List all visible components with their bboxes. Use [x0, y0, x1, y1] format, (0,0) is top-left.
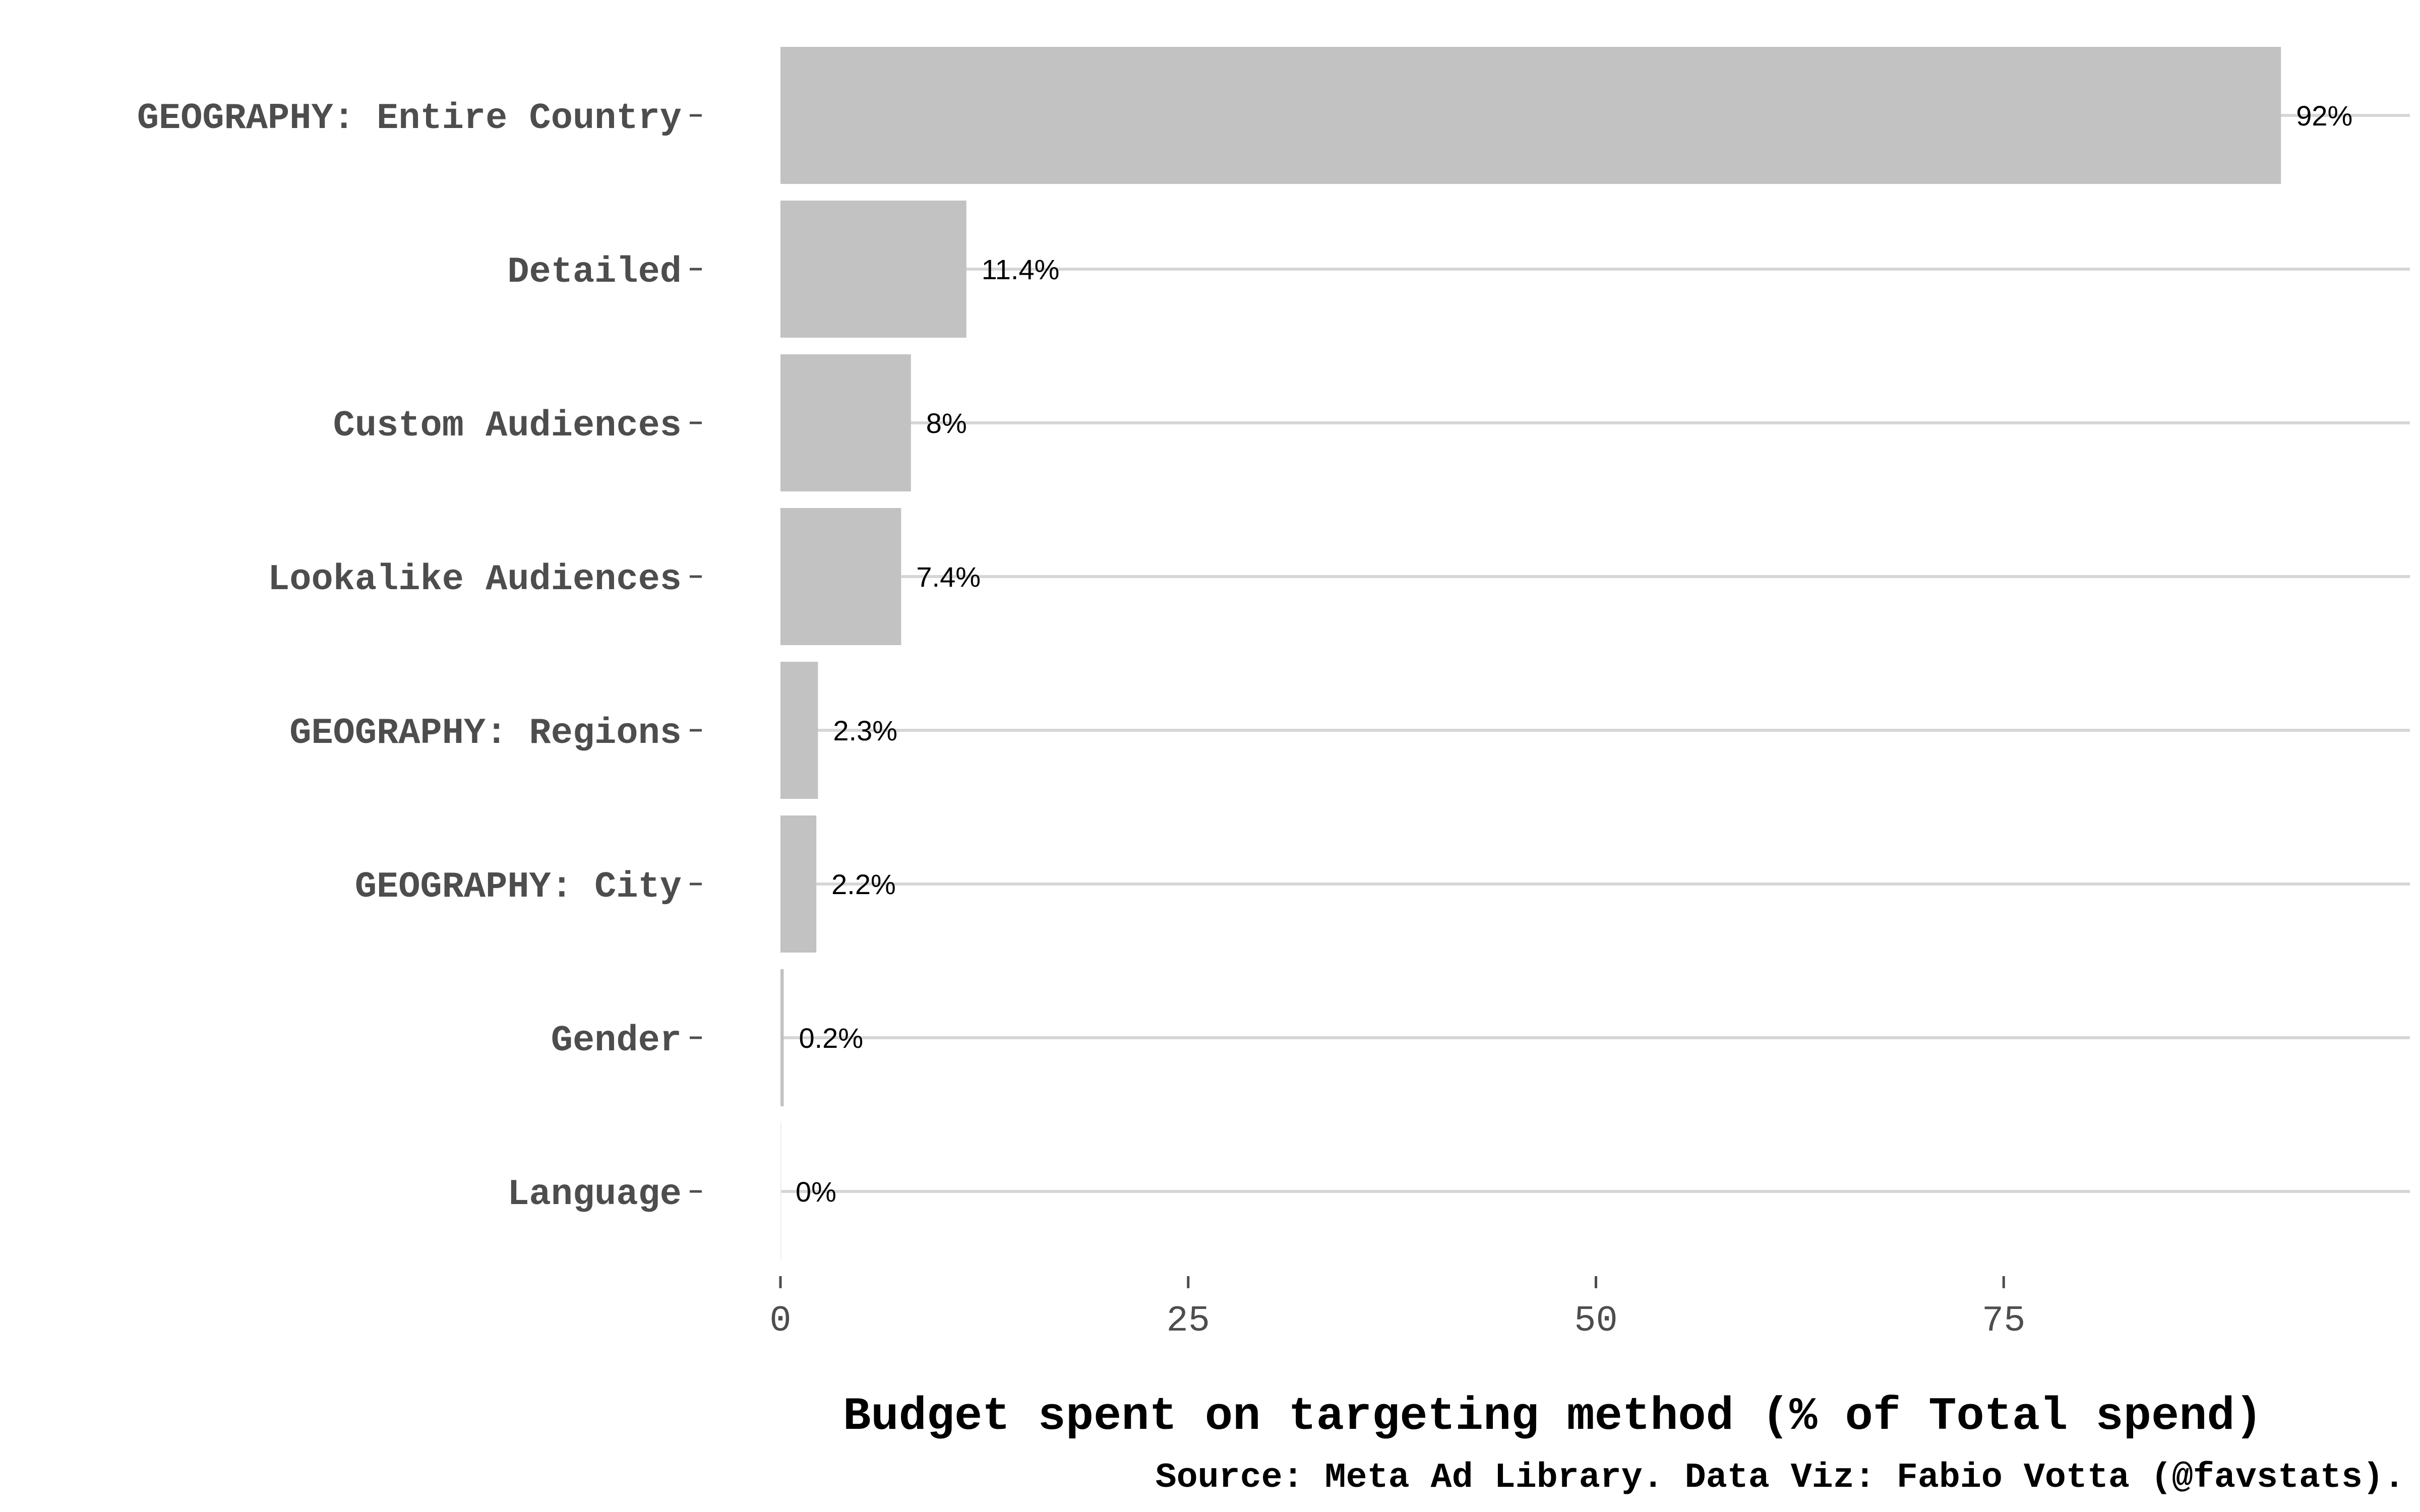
category-label: Detailed: [507, 251, 682, 293]
x-tick-label: 25: [1167, 1300, 1210, 1342]
x-axis-title: Budget spent on targeting method (% of T…: [843, 1390, 2263, 1443]
value-label: 0.2%: [799, 1022, 863, 1054]
bar: [780, 969, 784, 1106]
category-label: GEOGRAPHY: Entire Country: [137, 98, 682, 139]
bar: [780, 508, 901, 645]
category-label: Language: [507, 1174, 682, 1215]
category-label: GEOGRAPHY: Regions: [289, 713, 682, 754]
bar: [780, 47, 2281, 184]
x-axis-ticks: 0 25 50 75: [769, 1276, 2025, 1342]
category-label: GEOGRAPHY: City: [355, 866, 682, 908]
bar: [780, 201, 966, 338]
bar: [780, 1123, 781, 1260]
bars: [780, 47, 2281, 1260]
value-label: 0%: [796, 1176, 836, 1208]
value-label: 7.4%: [916, 561, 981, 593]
bar: [780, 662, 818, 799]
category-label: Custom Audiences: [333, 405, 682, 447]
value-label: 2.2%: [831, 868, 896, 900]
value-label: 11.4%: [982, 254, 1060, 285]
chart-caption: Source: Meta Ad Library. Data Viz: Fabio…: [1156, 1458, 2405, 1498]
category-label: Gender: [551, 1020, 682, 1061]
x-tick-label: 0: [769, 1300, 791, 1342]
x-tick-label: 50: [1574, 1300, 1617, 1342]
x-tick-label: 75: [1982, 1300, 2025, 1342]
value-label: 2.3%: [833, 715, 897, 746]
gridlines: [780, 114, 2410, 1193]
value-label: 8%: [926, 407, 967, 439]
bar: [780, 354, 911, 491]
value-labels: 92% 11.4% 8% 7.4% 2.3% 2.2% 0.2% 0%: [796, 100, 2352, 1208]
category-labels: GEOGRAPHY: Entire Country Detailed Custom …: [137, 98, 702, 1215]
value-label: 92%: [2296, 100, 2352, 132]
bar: [780, 815, 817, 953]
category-label: Lookalike Audiences: [268, 559, 682, 600]
